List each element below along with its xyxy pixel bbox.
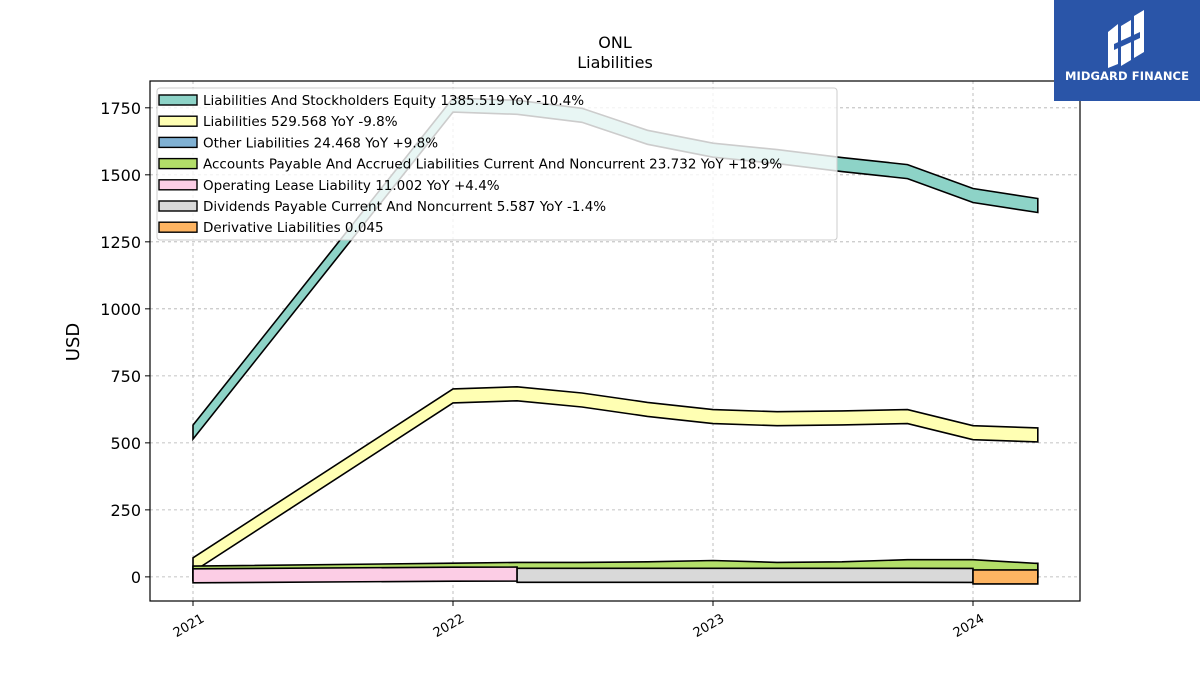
legend-entry: Liabilities 529.568 YoY -9.8%	[203, 114, 398, 130]
legend-entry: Accounts Payable And Accrued Liabilities…	[203, 157, 782, 173]
y-tick-label: 1000	[100, 300, 141, 319]
y-tick-label: 1750	[100, 99, 141, 118]
y-axis-label: USD	[63, 323, 84, 361]
brand-logo: MIDGARD FINANCE	[1054, 0, 1200, 101]
legend-swatch	[158, 115, 198, 127]
legend-entry: Other Liabilities 24.468 YoY +9.8%	[203, 135, 438, 151]
legend-swatch	[158, 200, 198, 212]
chart-subtitle: Liabilities	[577, 53, 653, 72]
plot-frame	[149, 80, 1081, 602]
x-tick-label: 2022	[431, 611, 467, 641]
legend-swatch	[158, 94, 198, 106]
y-tick-label: 1250	[100, 233, 141, 252]
y-tick-label: 250	[110, 501, 141, 520]
legend-entry: Liabilities And Stockholders Equity 1385…	[203, 93, 584, 109]
y-tick-label: 0	[131, 568, 141, 587]
y-axis-ticks: 0 250 500 750 1000 1250 1500 1750	[100, 99, 150, 587]
legend-box	[156, 87, 838, 241]
plot-series	[192, 97, 1039, 585]
legend-entry: Derivative Liabilities 0.045	[203, 220, 384, 236]
legend-entry: Operating Lease Liability 11.002 YoY +4.…	[203, 178, 500, 194]
brand-name: MIDGARD FINANCE	[1064, 69, 1190, 83]
legend-entry: Dividends Payable Current And Noncurrent…	[203, 199, 606, 215]
x-axis-ticks: 2021 2022 2023 2024	[171, 601, 987, 641]
legend-swatch	[158, 136, 198, 149]
series-band-dividends-payable-current-and-noncurrent	[516, 567, 974, 584]
series-band-operating-lease-liability	[192, 566, 518, 584]
series-band-derivative-liabilities	[972, 569, 1039, 585]
x-tick-label: 2021	[171, 611, 207, 641]
midgard-logo-icon	[1108, 10, 1144, 68]
series-band-liabilities	[192, 385, 1039, 574]
y-tick-label: 500	[110, 434, 141, 453]
legend-swatch	[158, 179, 198, 191]
x-tick-label: 2024	[951, 611, 987, 641]
y-tick-label: 750	[110, 367, 141, 386]
legend: Liabilities And Stockholders Equity 1385…	[156, 87, 838, 241]
x-tick-label: 2023	[691, 611, 727, 641]
legend-swatch	[158, 221, 198, 233]
chart-title: ONL	[598, 33, 632, 52]
legend-swatch	[158, 157, 198, 170]
y-tick-label: 1500	[100, 166, 141, 185]
